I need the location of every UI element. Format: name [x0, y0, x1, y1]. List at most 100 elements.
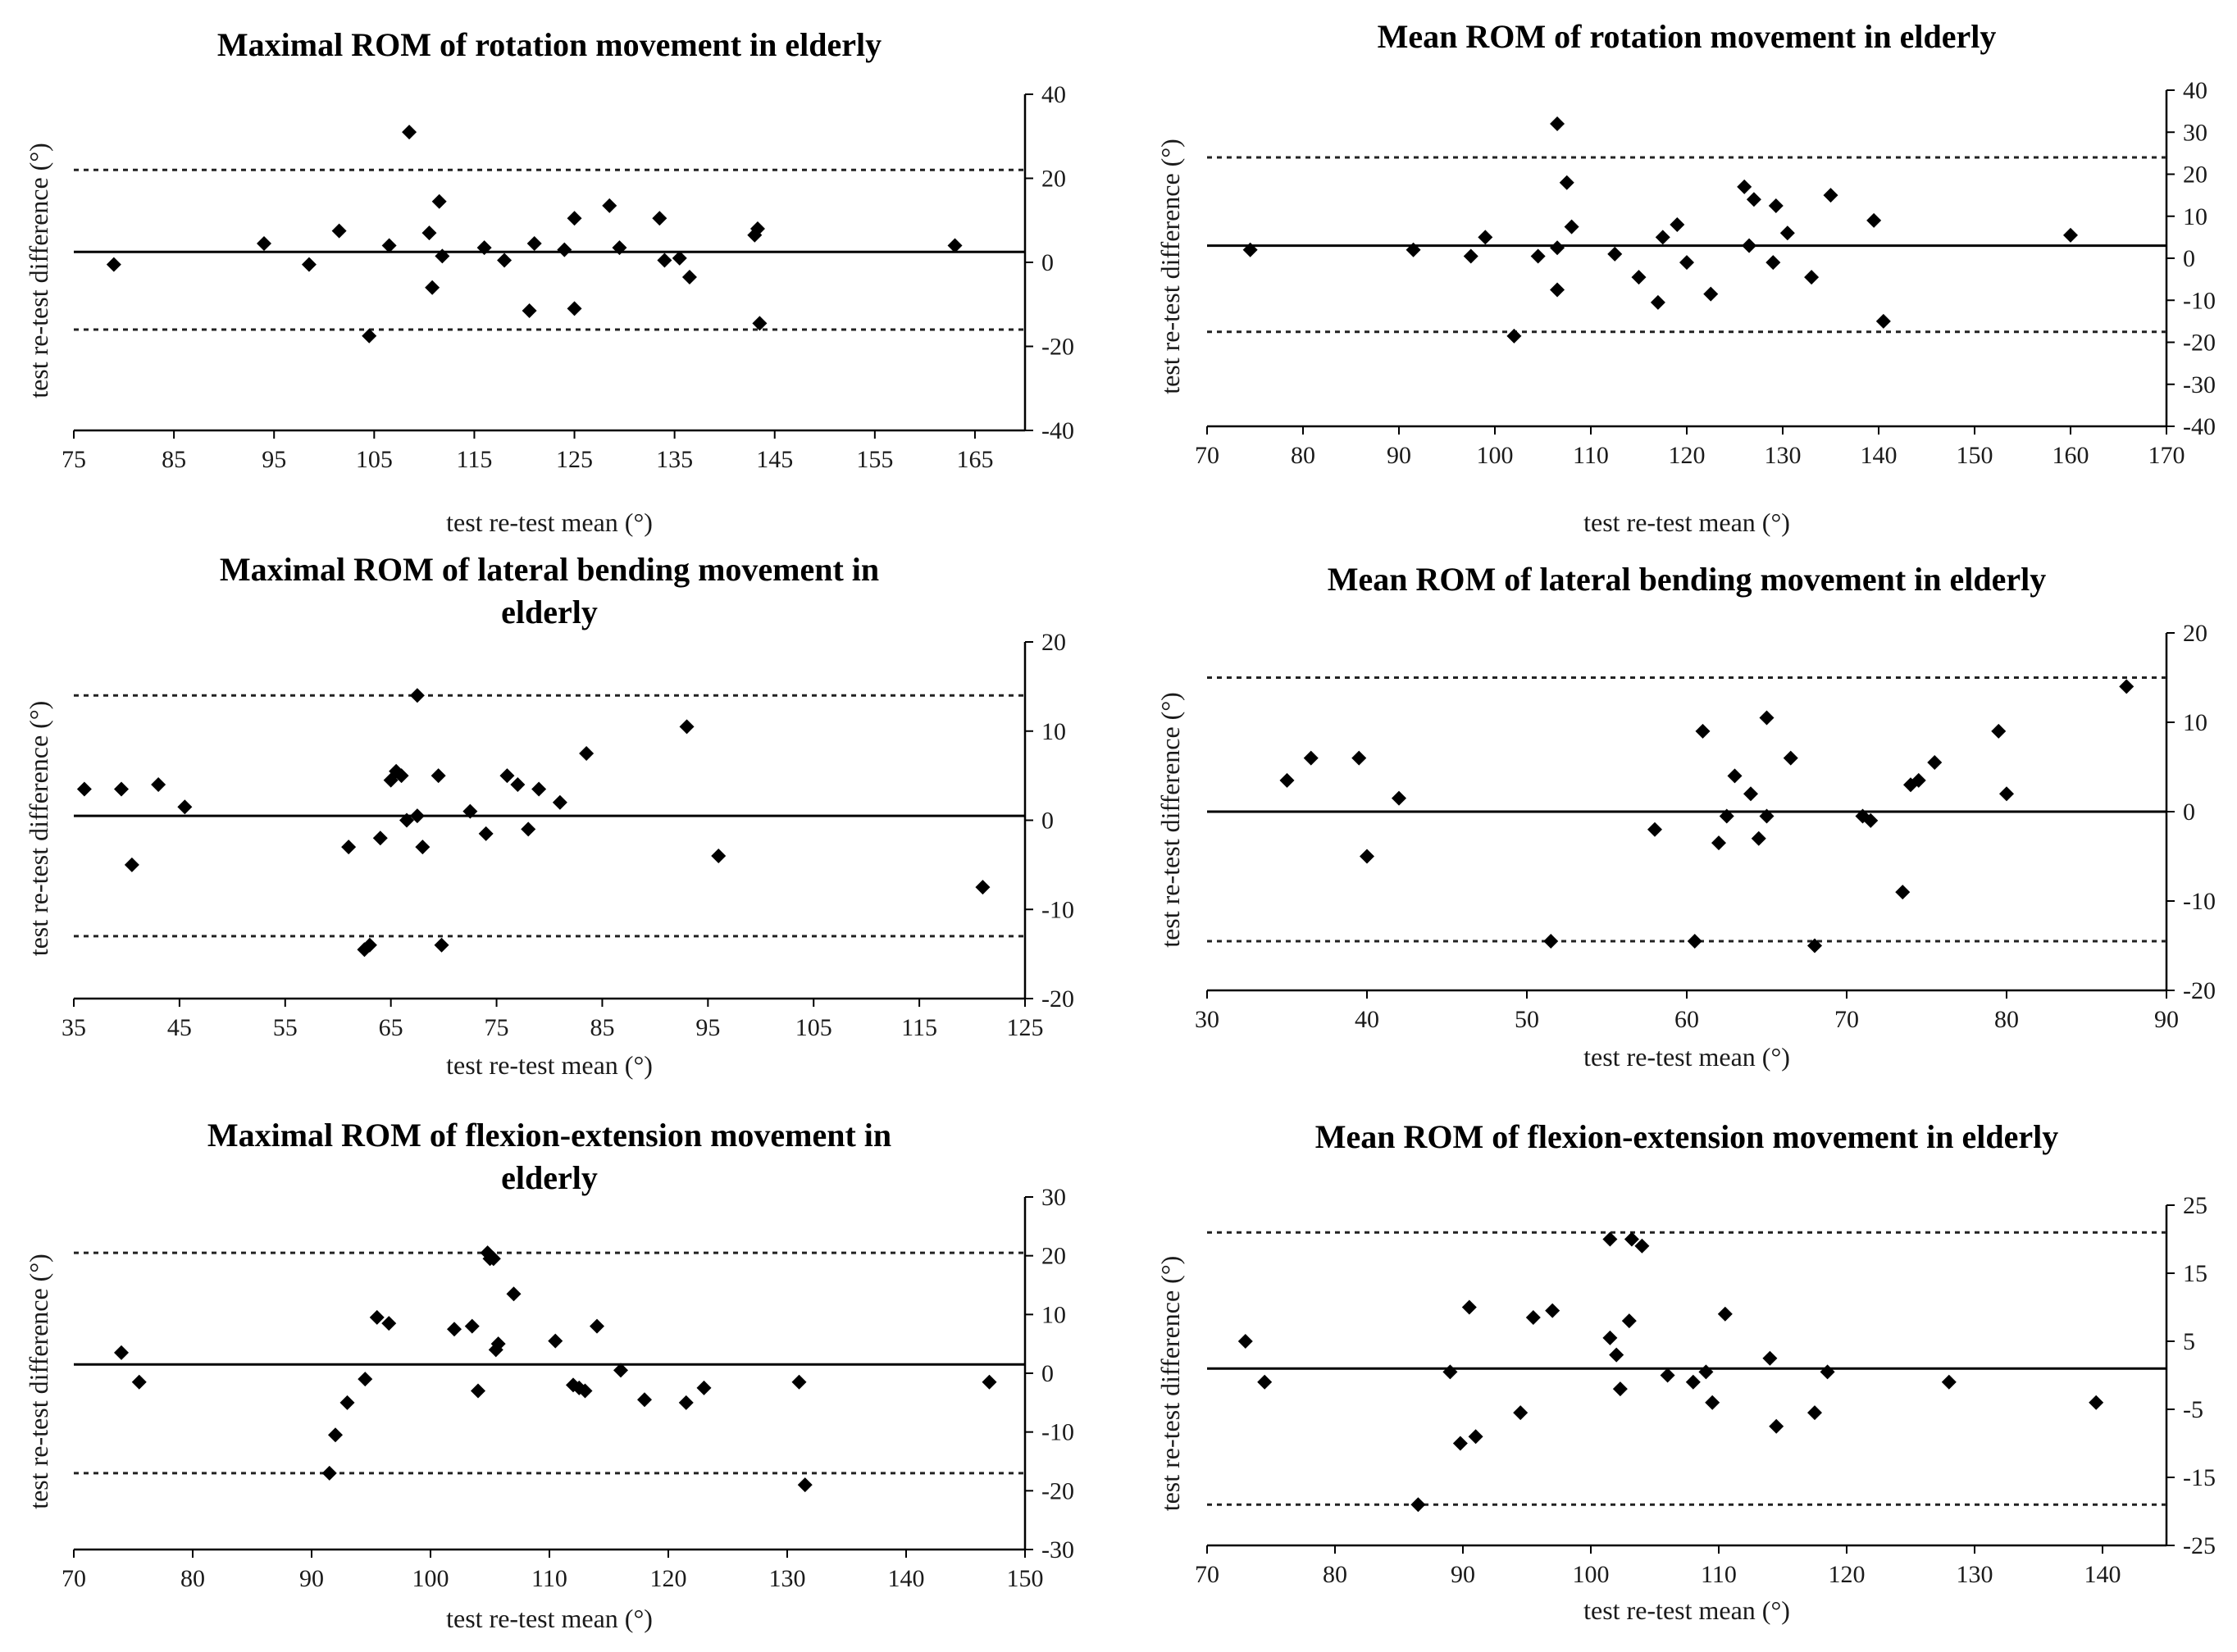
data-point: [1550, 240, 1565, 256]
data-point: [1779, 225, 1795, 241]
data-point: [548, 1333, 563, 1349]
data-point: [339, 1395, 355, 1410]
data-point: [1807, 938, 1822, 953]
data-point: [1543, 934, 1559, 949]
data-point: [464, 1318, 480, 1334]
x-tick-label: 130: [1765, 442, 1802, 469]
data-point: [1768, 198, 1784, 213]
data-point: [1895, 885, 1911, 900]
y-tick-label: 40: [2183, 77, 2207, 104]
y-tick-label: -40: [2183, 413, 2216, 440]
data-point: [362, 328, 377, 344]
data-point: [1478, 230, 1493, 245]
x-tick-label: 100: [412, 1565, 449, 1592]
data-point: [1991, 723, 2007, 739]
data-point: [1602, 1330, 1618, 1345]
data-point: [1506, 328, 1522, 344]
data-point: [1759, 808, 1775, 824]
data-point: [1303, 750, 1319, 766]
y-tick-label: 20: [2183, 620, 2207, 647]
data-point: [358, 1372, 373, 1387]
data-point: [975, 880, 991, 895]
x-tick-label: 140: [888, 1565, 925, 1592]
data-point: [652, 211, 667, 226]
x-axis-label: test re-test mean (°): [1583, 1595, 1790, 1625]
y-tick-label: -5: [2183, 1396, 2203, 1423]
data-point: [1634, 1238, 1650, 1254]
chart-panel-4: Mean ROM of lateral bending movement in …: [1132, 541, 2237, 1099]
y-tick-label: 10: [1041, 718, 1066, 745]
data-point: [531, 781, 547, 797]
data-point: [637, 1392, 652, 1408]
data-point: [1820, 1364, 1835, 1380]
x-tick-label: 105: [795, 1014, 832, 1041]
y-tick-label: -20: [1041, 334, 1074, 361]
data-point: [399, 812, 414, 828]
data-point: [1703, 286, 1719, 302]
chart-title: Maximal ROM of rotation movement in elde…: [217, 26, 882, 63]
y-tick-label: 25: [2183, 1192, 2207, 1219]
x-tick-label: 120: [1669, 442, 1706, 469]
x-tick-label: 85: [590, 1014, 614, 1041]
data-point: [1650, 294, 1665, 310]
data-point: [613, 1363, 628, 1378]
data-point: [1602, 1231, 1618, 1247]
data-point: [1743, 786, 1758, 802]
x-tick-label: 110: [1573, 442, 1609, 469]
data-point: [321, 1465, 337, 1481]
data-point: [394, 768, 409, 784]
y-tick-label: 0: [1041, 1360, 1054, 1387]
data-point: [434, 937, 449, 953]
data-point: [1655, 230, 1670, 245]
y-axis-label: test re-test difference (°): [24, 1254, 53, 1509]
y-tick-label: 0: [2183, 799, 2195, 826]
x-tick-label: 120: [650, 1565, 687, 1592]
chart-panel-6: Mean ROM of flexion-extension movement i…: [1132, 1099, 2237, 1652]
y-tick-label: 0: [1041, 249, 1054, 276]
x-tick-label: 165: [956, 446, 993, 473]
data-point: [510, 777, 526, 792]
data-point: [177, 799, 193, 815]
data-point: [372, 831, 388, 846]
y-tick-label: -30: [1041, 1536, 1074, 1563]
data-point: [1660, 1368, 1675, 1383]
data-point: [435, 248, 450, 264]
data-point: [1679, 255, 1694, 271]
data-point: [328, 1427, 343, 1443]
data-point: [1695, 723, 1711, 739]
data-point: [1410, 1497, 1426, 1513]
chart-svg-5: Maximal ROM of flexion-extension movemen…: [24, 1117, 1074, 1633]
chart-title: Maximal ROM of lateral bending movement …: [220, 551, 879, 588]
data-point: [1525, 1309, 1541, 1325]
data-point: [1257, 1374, 1273, 1390]
x-tick-label: 60: [1674, 1006, 1699, 1033]
y-axis-label: test re-test difference (°): [24, 143, 53, 398]
y-tick-label: 30: [2183, 119, 2207, 146]
data-point: [1875, 313, 1891, 329]
data-point: [409, 688, 425, 703]
data-point: [982, 1374, 997, 1390]
data-point: [131, 1374, 147, 1390]
data-point: [462, 803, 478, 819]
chart-title: Mean ROM of lateral bending movement in …: [1328, 561, 2047, 598]
y-tick-label: 0: [1041, 808, 1054, 835]
data-point: [566, 1377, 581, 1393]
data-point: [1279, 772, 1295, 788]
y-tick-label: 15: [2183, 1260, 2207, 1287]
data-point: [1941, 1374, 1957, 1390]
data-point: [1461, 1299, 1477, 1315]
data-point: [1759, 710, 1775, 726]
data-point: [711, 849, 727, 863]
x-tick-label: 35: [62, 1014, 86, 1041]
x-axis-label: test re-test mean (°): [446, 1050, 653, 1080]
data-point: [577, 1383, 593, 1399]
data-point: [381, 238, 397, 253]
x-tick-label: 105: [356, 446, 393, 473]
chart-svg-1: Maximal ROM of rotation movement in elde…: [24, 26, 1074, 537]
data-point: [1863, 812, 1879, 828]
x-tick-label: 125: [1007, 1014, 1044, 1041]
x-tick-label: 130: [769, 1565, 806, 1592]
data-point: [1742, 238, 1757, 253]
x-tick-label: 170: [2148, 442, 2185, 469]
y-tick-label: -30: [2183, 371, 2216, 398]
